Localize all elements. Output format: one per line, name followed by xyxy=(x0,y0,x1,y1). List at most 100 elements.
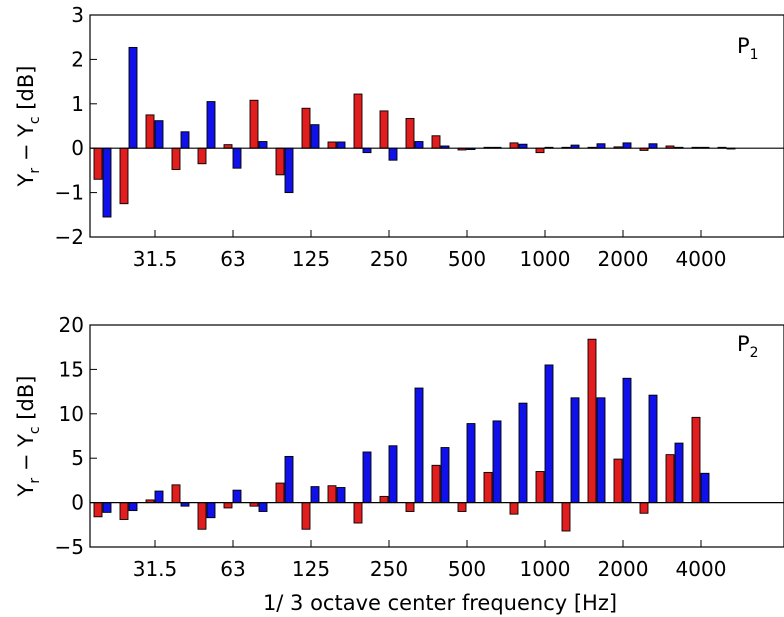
bar-p1-s2-1 xyxy=(128,46,138,149)
bar-p1-s2-2 xyxy=(154,120,164,149)
x-tick-label: 1000 xyxy=(520,247,571,271)
bar-p2-s1-5 xyxy=(223,502,233,509)
bar-p2-s1-10 xyxy=(353,502,363,524)
x-tick-label: 63 xyxy=(220,557,245,581)
bar-p2-s2-7 xyxy=(284,455,294,504)
bar-p2-s1-7 xyxy=(275,482,285,504)
bar-p2-s1-4 xyxy=(197,502,207,530)
bar-p1-s1-8 xyxy=(301,107,311,149)
bar-p2-s1-22 xyxy=(665,454,675,504)
bar-p1-s1-13 xyxy=(431,135,441,149)
plot-area-2 xyxy=(89,324,784,548)
bar-p2-s2-8 xyxy=(310,486,320,504)
x-tick-label: 31.5 xyxy=(133,557,178,581)
bar-p1-s1-11 xyxy=(379,110,389,149)
bar-p2-s2-5 xyxy=(232,489,242,504)
bar-p2-s2-11 xyxy=(388,445,398,504)
y-tick-label: 15 xyxy=(59,357,84,381)
bar-p2-s2-16 xyxy=(518,402,528,504)
y-tick-label: 0 xyxy=(71,491,84,515)
plot-area-1 xyxy=(89,14,784,238)
bar-p2-s2-21 xyxy=(648,394,658,504)
bar-p2-s1-0 xyxy=(93,502,103,518)
bar-p2-s2-12 xyxy=(414,387,424,504)
y-tick-label: −5 xyxy=(55,535,84,559)
bar-p1-s2-10 xyxy=(362,147,372,154)
x-axis-ticks-2: 31.5 63 125 250 500 1000 2000 4000 xyxy=(133,540,727,581)
bar-p1-s2-5 xyxy=(232,147,242,169)
bar-p2-s1-18 xyxy=(561,502,571,532)
x-tick-label: 2000 xyxy=(598,247,649,271)
y-axis-ticks-2: −5 0 5 10 15 20 xyxy=(55,313,97,559)
bar-p2-s1-1 xyxy=(119,502,129,520)
bar-p1-s2-8 xyxy=(310,124,320,149)
bar-p1-s1-6 xyxy=(249,99,259,149)
y-tick-label: 1 xyxy=(71,92,84,116)
bar-p1-s1-0 xyxy=(93,147,103,180)
bar-p2-s1-15 xyxy=(483,471,493,504)
x-tick-label: 500 xyxy=(448,557,486,581)
bar-p2-s2-2 xyxy=(154,490,164,504)
bar-p2-s1-17 xyxy=(535,471,545,504)
y-tick-label: 5 xyxy=(71,446,84,470)
x-tick-label: 2000 xyxy=(598,557,649,581)
bar-p1-s2-20 xyxy=(622,142,632,149)
bar-p1-s2-11 xyxy=(388,147,398,161)
bar-p2-s1-13 xyxy=(431,464,441,504)
bar-p1-s2-7 xyxy=(284,147,294,194)
bar-p1-s2-12 xyxy=(414,141,424,149)
x-tick-label: 250 xyxy=(370,557,408,581)
y-tick-label: 20 xyxy=(59,313,84,337)
bar-p2-s1-9 xyxy=(327,485,337,504)
y-axis-label-1: Yr − Yc [dB] xyxy=(14,66,43,188)
bar-p2-s1-20 xyxy=(613,458,623,504)
x-tick-label: 125 xyxy=(292,557,330,581)
bar-p2-s2-20 xyxy=(622,377,632,504)
bar-p2-s2-19 xyxy=(596,397,606,504)
bar-p1-s1-12 xyxy=(405,118,415,149)
bar-p2-s1-11 xyxy=(379,495,389,504)
bar-p2-s1-8 xyxy=(301,502,311,530)
bar-p2-s2-1 xyxy=(128,502,138,512)
bar-p2-s1-19 xyxy=(587,338,597,504)
x-tick-label: 4000 xyxy=(676,557,727,581)
y-tick-label: 0 xyxy=(71,136,84,160)
bar-p1-s2-6 xyxy=(258,141,268,149)
bar-p1-s1-9 xyxy=(327,141,337,149)
panel-label-1: P1 xyxy=(737,34,759,63)
y-tick-label: 2 xyxy=(71,47,84,71)
x-axis-ticks-1: 31.5 63 125 250 500 1000 2000 4000 xyxy=(133,230,727,271)
bar-p2-s2-0 xyxy=(102,502,112,513)
panel-label-2: P2 xyxy=(737,332,759,361)
bar-p1-s2-0 xyxy=(102,147,112,218)
y-tick-label: −2 xyxy=(55,225,84,249)
bar-p2-s2-23 xyxy=(700,472,710,504)
y-tick-label: 10 xyxy=(59,402,84,426)
bar-p1-s1-2 xyxy=(145,114,155,149)
x-tick-label: 1000 xyxy=(520,557,571,581)
bar-p1-s1-17 xyxy=(535,147,545,154)
y-axis-ticks-1: −2 −1 0 1 2 3 xyxy=(55,3,97,249)
bar-p1-s1-7 xyxy=(275,147,285,176)
x-tick-label: 4000 xyxy=(676,247,727,271)
bar-p2-s1-16 xyxy=(509,502,519,515)
x-axis-label: 1/ 3 octave center frequency [Hz] xyxy=(263,591,617,615)
bar-p1-s1-1 xyxy=(119,147,129,205)
bars-panel-2 xyxy=(93,338,710,532)
panel-2: −5 0 5 10 15 20 31.5 63 125 250 500 1000 2000 4000 P… xyxy=(14,313,784,615)
bar-p2-s2-13 xyxy=(440,447,450,504)
bar-p2-s2-9 xyxy=(336,487,346,504)
bar-p2-s1-3 xyxy=(171,484,181,504)
bar-p1-s2-3 xyxy=(180,131,190,149)
bar-p2-s2-22 xyxy=(674,442,684,504)
y-tick-label: −1 xyxy=(55,181,84,205)
bar-p2-s2-6 xyxy=(258,502,268,512)
bar-p2-s2-4 xyxy=(206,502,216,519)
bar-p2-s2-18 xyxy=(570,397,580,504)
x-tick-label: 250 xyxy=(370,247,408,271)
bar-p2-s2-15 xyxy=(492,420,502,504)
bar-p1-s2-19 xyxy=(596,143,606,149)
bar-p1-s1-10 xyxy=(353,93,363,149)
